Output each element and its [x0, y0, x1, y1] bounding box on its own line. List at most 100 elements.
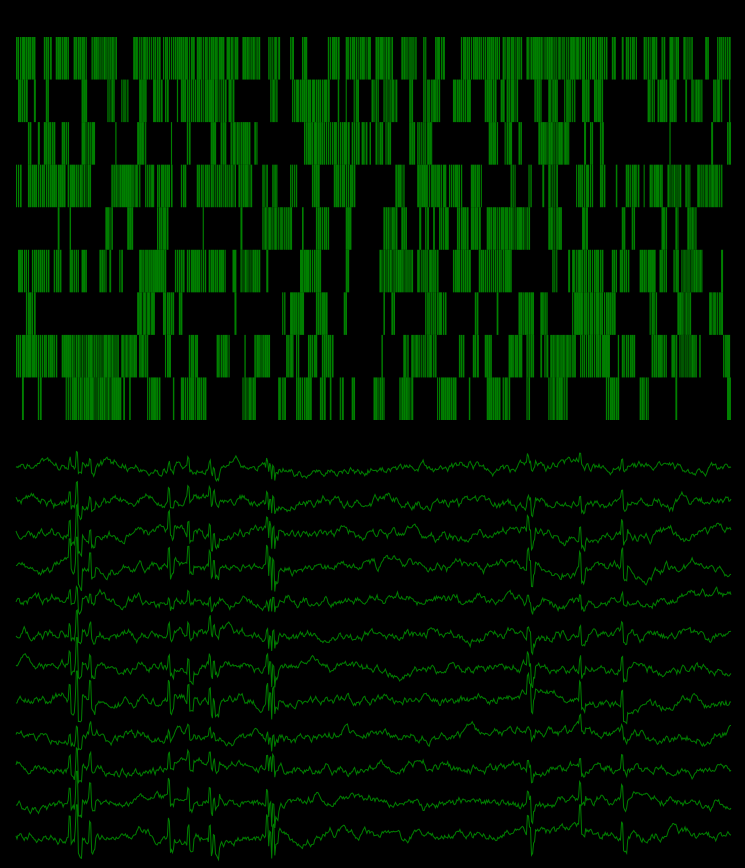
- raster-cell: [65, 37, 68, 80]
- raster-cell: [552, 37, 554, 80]
- raster-cell: [417, 249, 419, 293]
- raster-cell: [699, 334, 701, 378]
- raster-cell: [566, 122, 568, 165]
- raster-cell: [95, 37, 98, 80]
- raster-cell: [711, 122, 714, 165]
- raster-cell: [429, 122, 432, 165]
- raster-cell: [715, 79, 717, 123]
- raster-cell: [510, 37, 513, 80]
- raster-cell: [19, 334, 22, 378]
- raster-cell: [709, 164, 711, 208]
- raster-cell: [546, 334, 549, 378]
- raster-cell: [443, 292, 445, 335]
- raster-cell: [178, 37, 181, 80]
- raster-cell: [504, 207, 507, 250]
- raster-cell: [361, 122, 364, 165]
- raster-cell: [272, 79, 275, 123]
- raster-cell: [516, 334, 518, 378]
- raster-cell: [566, 377, 568, 420]
- raster-cell: [411, 37, 413, 80]
- raster-cell: [550, 122, 553, 165]
- raster-cell: [425, 122, 427, 165]
- raster-cell: [51, 122, 54, 165]
- raster-cell: [530, 37, 533, 80]
- raster-cell: [286, 334, 288, 378]
- raster-cell: [278, 207, 280, 250]
- raster-cell: [59, 37, 62, 80]
- raster-cell: [143, 249, 145, 293]
- raster-cell: [729, 377, 731, 420]
- raster-cell: [484, 334, 487, 378]
- raster-cell: [506, 122, 509, 165]
- raster-cell: [248, 122, 251, 165]
- raster-cell: [611, 37, 614, 80]
- raster-cell: [385, 37, 387, 80]
- raster-cell: [27, 122, 30, 165]
- raster-cell: [629, 164, 631, 208]
- raster-cell: [580, 249, 582, 293]
- raster-cell: [443, 164, 446, 208]
- raster-cell: [550, 377, 552, 420]
- raster-cell: [729, 79, 731, 123]
- raster-cell: [188, 249, 191, 293]
- raster-cell: [532, 334, 535, 378]
- raster-cell: [216, 164, 218, 208]
- raster-cell: [329, 122, 331, 165]
- raster-cell: [580, 37, 582, 80]
- raster-cell: [488, 377, 491, 420]
- raster-cell: [196, 37, 199, 80]
- raster-cell: [528, 334, 530, 378]
- raster-cell: [192, 334, 195, 378]
- raster-cell: [160, 207, 163, 250]
- raster-cell: [540, 122, 543, 165]
- raster-cell: [274, 79, 276, 123]
- raster-cell: [586, 334, 588, 378]
- raster-cell: [429, 334, 432, 378]
- raster-cell: [216, 334, 219, 378]
- raster-cell: [166, 292, 169, 335]
- raster-cell: [673, 37, 675, 80]
- raster-cell: [349, 164, 352, 208]
- raster-cell: [272, 207, 274, 250]
- raster-cell: [313, 249, 316, 293]
- raster-cell: [431, 122, 433, 165]
- raster-cell: [305, 249, 308, 293]
- raster-cell: [365, 122, 368, 165]
- raster-cell: [27, 249, 30, 293]
- raster-cell: [659, 334, 662, 378]
- raster-cell: [635, 164, 637, 208]
- raster-cell: [290, 37, 292, 80]
- raster-cell: [689, 37, 691, 80]
- raster-cell: [162, 37, 165, 80]
- raster-cell: [145, 79, 147, 123]
- raster-cell: [582, 37, 584, 80]
- raster-cell: [460, 334, 463, 378]
- raster-cell: [234, 122, 236, 165]
- raster-cell: [302, 249, 304, 293]
- raster-cell: [353, 377, 356, 420]
- raster-cell: [713, 79, 715, 123]
- raster-cell: [157, 79, 159, 123]
- raster-cell: [627, 37, 629, 80]
- raster-cell: [655, 37, 658, 80]
- raster-cell: [198, 37, 201, 80]
- raster-cell: [419, 164, 421, 208]
- raster-cell: [546, 37, 549, 80]
- raster-cell: [665, 79, 668, 123]
- raster-cell: [196, 249, 199, 293]
- raster-cell: [109, 249, 112, 293]
- raster-cell: [448, 164, 451, 208]
- raster-cell: [302, 377, 304, 420]
- raster-cell: [486, 334, 489, 378]
- raster-cell: [89, 377, 92, 420]
- raster-cell: [268, 207, 271, 250]
- raster-cell: [540, 292, 543, 335]
- raster-cell: [87, 164, 90, 208]
- raster-cell: [572, 292, 574, 335]
- raster-cell: [208, 164, 210, 208]
- raster-cell: [212, 122, 215, 165]
- raster-cell: [425, 334, 427, 378]
- raster-cell: [135, 334, 137, 378]
- raster-cell: [679, 292, 682, 335]
- raster-cell: [222, 37, 225, 80]
